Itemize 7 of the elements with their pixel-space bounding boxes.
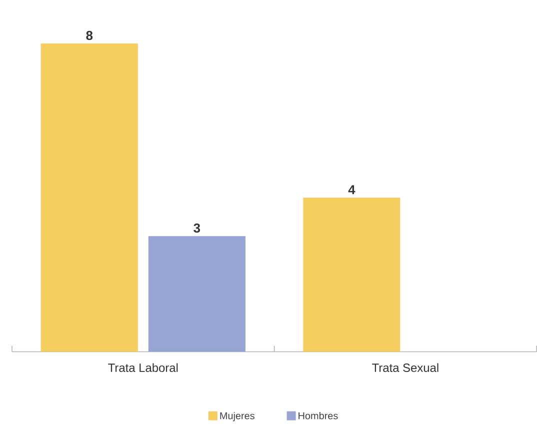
legend-label: Mujeres bbox=[220, 412, 254, 422]
x-tick-label: Trata Sexual bbox=[372, 363, 438, 372]
data-label: 8 bbox=[86, 31, 93, 40]
data-label: 3 bbox=[194, 224, 200, 233]
data-label: 4 bbox=[348, 185, 356, 194]
legend-label: Hombres bbox=[298, 412, 338, 420]
x-tick-label: Trata Laboral bbox=[108, 363, 178, 372]
